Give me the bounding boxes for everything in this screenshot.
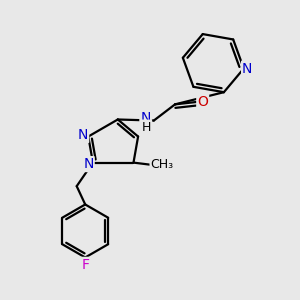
Text: N: N (242, 61, 253, 76)
Text: CH₃: CH₃ (151, 158, 174, 172)
Text: H: H (142, 121, 151, 134)
Text: N: N (140, 111, 151, 125)
Text: O: O (197, 95, 208, 109)
Text: N: N (78, 128, 88, 142)
Text: N: N (83, 157, 94, 171)
Text: F: F (81, 258, 89, 272)
